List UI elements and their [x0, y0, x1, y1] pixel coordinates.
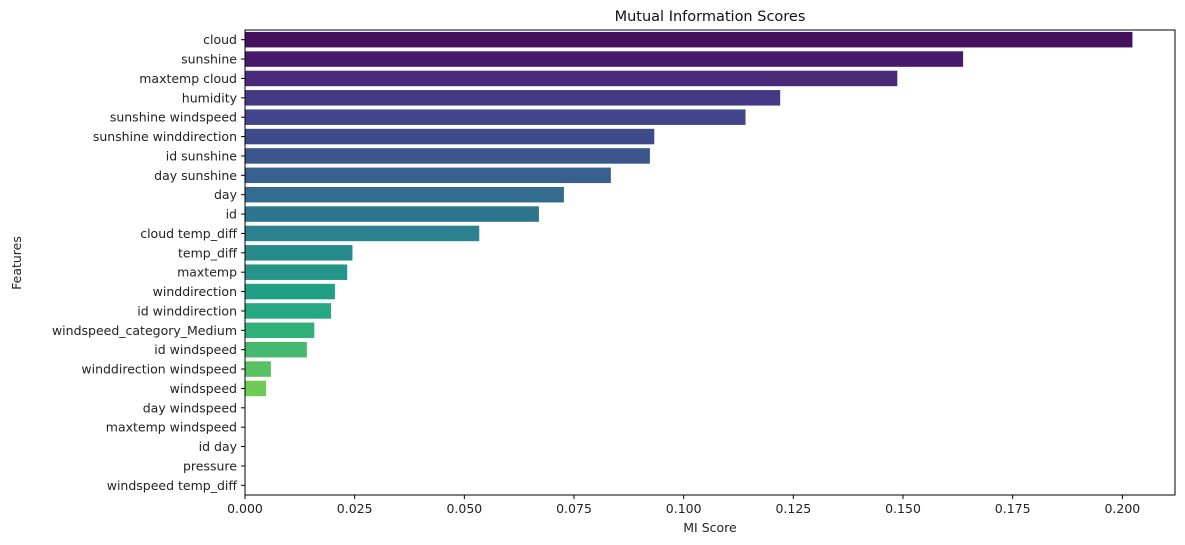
y-tick-label: day windspeed	[143, 400, 237, 415]
y-tick-label: id winddirection	[137, 303, 237, 318]
x-axis-label: MI Score	[683, 520, 737, 535]
y-tick-label: humidity	[182, 90, 238, 105]
y-tick-label: id	[226, 207, 237, 222]
bar-day	[245, 186, 564, 203]
y-tick-label: id day	[199, 439, 238, 454]
bar-day-sunshine	[245, 167, 611, 184]
y-tick-label: temp_diff	[178, 245, 237, 260]
y-tick-label: cloud	[203, 32, 237, 47]
x-tick-label: 0.050	[446, 501, 482, 516]
x-tick-label: 0.100	[666, 501, 702, 516]
y-axis: cloud sunshine maxtemp cloud humidity sunshi…	[52, 32, 245, 493]
bar-id-windspeed	[245, 341, 307, 358]
bar-windspeed-category-medium	[245, 322, 315, 339]
y-tick-label: id sunshine	[166, 148, 238, 163]
y-tick-label: windspeed	[170, 381, 237, 396]
bar-id-winddirection	[245, 303, 331, 319]
bar-winddirection-windspeed	[245, 361, 271, 377]
bar-cloud	[245, 31, 1133, 48]
y-tick-label: pressure	[183, 458, 237, 473]
x-tick-label: 0.150	[885, 501, 921, 516]
y-tick-label: day sunshine	[154, 168, 237, 183]
bar-temp-diff	[245, 245, 353, 261]
y-tick-label: winddirection	[153, 284, 237, 299]
y-tick-label: winddirection windspeed	[81, 362, 237, 377]
x-tick-label: 0.025	[337, 501, 373, 516]
bar-sunshine-windspeed	[245, 109, 746, 125]
bars-layer	[245, 31, 1133, 397]
x-axis: 0.000 0.025 0.050 0.075 0.100 0.125 0.150 0.175…	[227, 495, 1140, 516]
y-tick-label: windspeed temp_diff	[107, 478, 238, 493]
y-tick-label: maxtemp windspeed	[106, 420, 237, 435]
x-tick-label: 0.125	[775, 501, 811, 516]
x-tick-label: 0.075	[556, 501, 592, 516]
y-tick-label: windspeed_category_Medium	[52, 323, 237, 338]
bar-maxtemp	[245, 264, 348, 280]
bar-windspeed	[245, 380, 267, 397]
x-tick-label: 0.175	[995, 501, 1031, 516]
bar-humidity	[245, 90, 781, 106]
bar-maxtemp-cloud	[245, 70, 898, 87]
y-tick-label: sunshine windspeed	[110, 110, 237, 125]
bar-sunshine-winddirection	[245, 128, 655, 145]
bar-id	[245, 206, 539, 222]
y-axis-label: Features	[9, 236, 24, 290]
chart-title: Mutual Information Scores	[615, 9, 806, 25]
y-tick-label: maxtemp	[177, 265, 237, 280]
y-tick-label: sunshine	[181, 52, 237, 67]
x-tick-label: 0.200	[1104, 501, 1140, 516]
bar-winddirection	[245, 283, 335, 300]
y-tick-label: id windspeed	[154, 342, 237, 357]
y-tick-label: sunshine winddirection	[93, 129, 237, 144]
plot-frame	[244, 29, 1176, 496]
y-tick-label: maxtemp cloud	[139, 71, 237, 86]
bar-id-sunshine	[245, 148, 650, 164]
y-tick-label: cloud temp_diff	[140, 226, 237, 241]
x-tick-label: 0.000	[227, 501, 263, 516]
bar-sunshine	[245, 51, 964, 67]
bar-cloud-temp-diff	[245, 225, 480, 242]
y-tick-label: day	[214, 187, 238, 202]
